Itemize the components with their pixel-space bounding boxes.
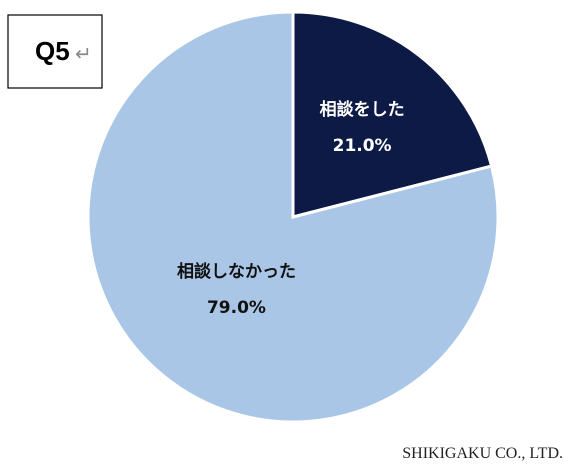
slice-value-label: 21.0% <box>333 136 392 156</box>
slice-label: 相談をした <box>320 99 405 120</box>
slice-value-label: 79.0% <box>207 298 266 318</box>
pie-slice <box>291 10 494 219</box>
slice-label: 相談しなかった <box>177 261 296 282</box>
credit: SHIKIGAKU CO., LTD. <box>402 445 563 462</box>
question-box <box>7 14 103 89</box>
question-label: Q5 <box>35 36 70 66</box>
return-mark: ↵ <box>75 42 92 66</box>
pie <box>86 10 500 424</box>
pie-slice <box>86 10 500 424</box>
